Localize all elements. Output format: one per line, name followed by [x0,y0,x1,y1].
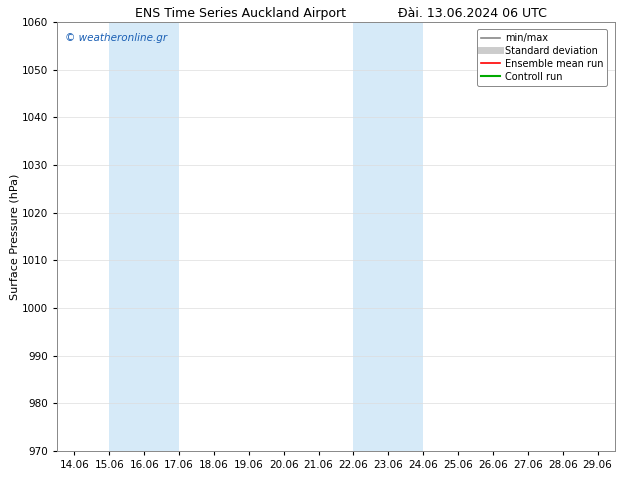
Text: © weatheronline.gr: © weatheronline.gr [65,33,167,43]
Y-axis label: Surface Pressure (hPa): Surface Pressure (hPa) [9,173,19,299]
Bar [354,22,424,451]
Legend: min/max, Standard deviation, Ensemble mean run, Controll run: min/max, Standard deviation, Ensemble me… [477,29,607,86]
Text: Đài. 13.06.2024 06 UTC: Đài. 13.06.2024 06 UTC [398,7,547,21]
Bar [110,22,179,451]
Text: ENS Time Series Auckland Airport: ENS Time Series Auckland Airport [136,7,346,21]
